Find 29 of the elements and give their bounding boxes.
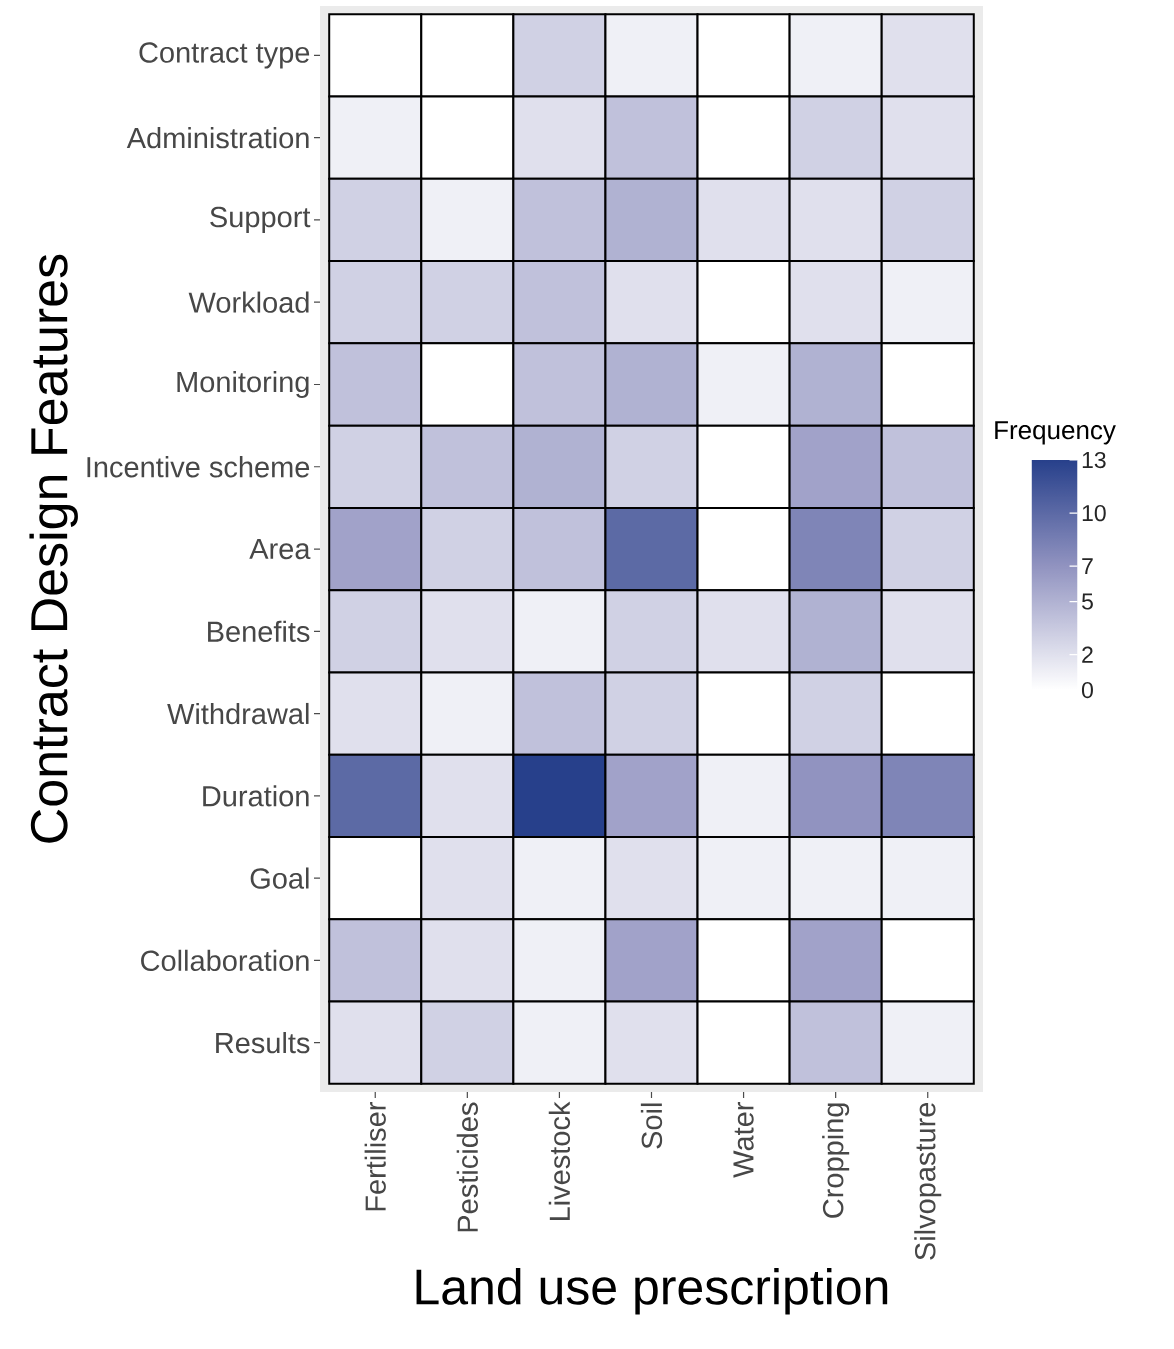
y-tick-label: Workload — [188, 291, 309, 313]
y-tick-label: Monitoring — [177, 370, 309, 399]
color-bar-label: 13 — [1082, 451, 1106, 469]
y-tick-label: Area — [249, 538, 311, 560]
x-tick-label: Pesticides — [456, 1102, 478, 1232]
y-tick-label: Duration — [203, 785, 309, 807]
color-bar-label: 5 — [1081, 593, 1093, 610]
color-bar-label: 10 — [1082, 504, 1106, 522]
color-bar-title: Frequency — [995, 421, 1116, 445]
x-tick-label: Fertiliser — [364, 1102, 386, 1211]
y-tick-label: Support — [210, 206, 311, 234]
color-bar-label: 0 — [1081, 681, 1093, 699]
x-tick-label: Soil — [640, 1103, 663, 1149]
y-tick-label: Results — [216, 1032, 310, 1054]
y-tick-label: Benefits — [208, 620, 310, 642]
x-tick-label: Water — [733, 1102, 754, 1178]
y-tick-label: Administration — [126, 127, 309, 149]
y-axis-title: Contract Design Features — [29, 254, 78, 843]
y-tick-label: Collaboration — [141, 949, 309, 972]
y-tick-label: Goal — [250, 867, 309, 889]
x-tick-label: Silvopasture — [914, 1102, 942, 1260]
y-tick-label: Contract type — [139, 42, 310, 69]
y-tick-label: Incentive scheme — [87, 456, 310, 478]
color-bar-label: 2 — [1082, 646, 1093, 663]
color-bar-label: 7 — [1082, 558, 1093, 575]
x-axis-title: Land use prescription — [416, 1268, 888, 1315]
x-tick-label: Livestock — [548, 1101, 571, 1221]
x-tick-label: Cropping — [822, 1103, 850, 1218]
y-tick-label: Withdrawal — [167, 702, 309, 725]
